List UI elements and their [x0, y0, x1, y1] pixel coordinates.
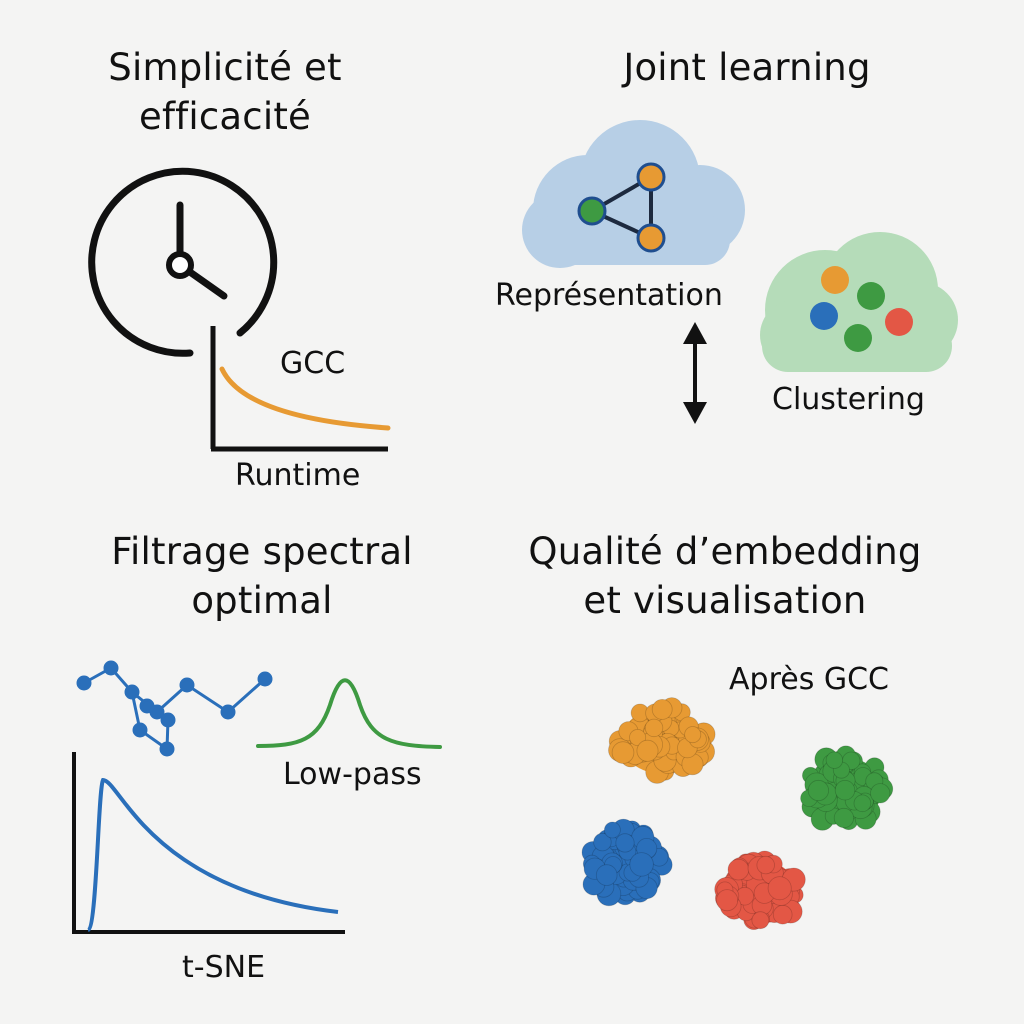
noisy-graph-signal-icon — [76, 660, 273, 757]
cluster-point — [853, 794, 872, 813]
cluster-point — [684, 726, 702, 744]
title-line: Filtrage spectral — [111, 530, 413, 573]
tsne-chart — [72, 752, 345, 934]
clustering-cloud-icon — [760, 232, 958, 372]
after-gcc-label: Après GCC — [729, 662, 890, 697]
title-line: efficacité — [138, 94, 311, 138]
cluster-point — [767, 876, 792, 901]
title-line: Simplicité et — [108, 46, 342, 89]
cluster-point — [615, 833, 635, 853]
cluster-point — [772, 904, 793, 925]
clustering-label: Clustering — [772, 382, 925, 417]
cluster-point — [593, 832, 612, 852]
cluster-point — [644, 718, 664, 738]
cluster-point — [807, 779, 830, 802]
cluster-point — [716, 889, 739, 912]
double-arrow-icon — [683, 322, 707, 424]
title-line: et visualisation — [583, 578, 867, 622]
cluster-point — [629, 852, 654, 877]
cluster-point — [727, 858, 750, 881]
gcc-curve-label: GCC — [280, 346, 346, 381]
clock-icon — [88, 167, 278, 357]
cluster-point — [595, 864, 618, 886]
cluster-point — [604, 821, 621, 839]
runtime-chart — [210, 326, 391, 452]
cluster-point — [751, 911, 770, 930]
title-line: optimal — [191, 578, 333, 622]
panel-title-quality: Qualité d’embedding et visualisation — [505, 528, 945, 626]
low-pass-filter-curve — [256, 678, 442, 749]
graph-icon — [577, 162, 666, 253]
cluster-point — [834, 780, 856, 801]
title-line: Qualité d’embedding — [528, 530, 922, 573]
representation-label: Représentation — [495, 278, 723, 313]
runtime-axis-label: Runtime — [235, 458, 361, 493]
cluster-point — [756, 855, 775, 875]
cluster-blue — [581, 818, 673, 907]
panel-title-simplicity: Simplicité et efficacité — [60, 44, 390, 142]
cluster-point — [825, 751, 844, 769]
low-pass-label: Low-pass — [283, 757, 422, 792]
cluster-point — [636, 739, 659, 762]
gcc-runtime-curve — [219, 366, 391, 431]
cluster-point — [833, 807, 855, 829]
embedding-clusters — [581, 697, 894, 931]
tsne-axis-label: t-SNE — [182, 950, 266, 985]
cluster-point — [629, 729, 647, 747]
panel-title-filtering: Filtrage spectral optimal — [82, 528, 442, 626]
title-line: Joint learning — [623, 46, 871, 89]
cluster-red — [714, 850, 806, 931]
cluster-orange — [608, 697, 716, 784]
cluster-green — [800, 745, 894, 831]
panel-title-joint-learning: Joint learning — [560, 44, 934, 93]
tsne-decay-curve — [86, 777, 339, 932]
representation-cloud-icon — [522, 120, 745, 268]
cluster-point — [870, 783, 891, 804]
cluster-point — [651, 699, 673, 720]
cluster-point — [611, 741, 635, 764]
